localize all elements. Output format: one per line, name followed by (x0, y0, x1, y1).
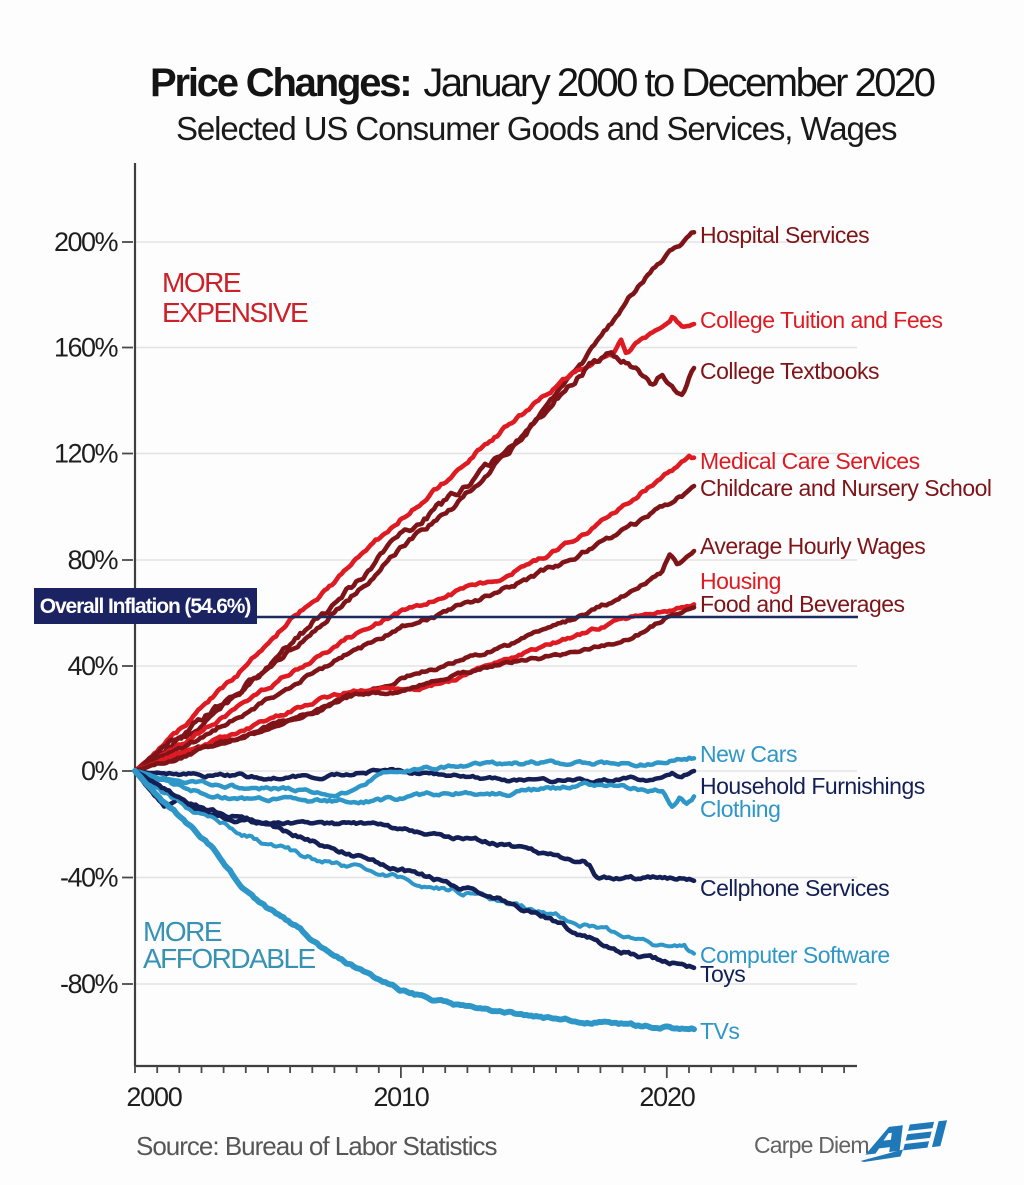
svg-text:-80%: -80% (60, 969, 119, 999)
svg-text:MORE: MORE (162, 267, 241, 298)
svg-text:Childcare and Nursery School: Childcare and Nursery School (700, 475, 992, 501)
svg-text:Source: Bureau of Labor Statis: Source: Bureau of Labor Statistics (136, 1131, 498, 1161)
svg-text:200%: 200% (54, 227, 119, 257)
svg-text:120%: 120% (54, 439, 119, 469)
svg-text:EXPENSIVE: EXPENSIVE (162, 297, 308, 328)
svg-text:Price Changes:January 2000 to: Price Changes: January 2000 to December 2… (150, 61, 935, 105)
svg-text:Medical Care Services: Medical Care Services (700, 448, 920, 474)
svg-text:Food and Beverages: Food and Beverages (700, 591, 905, 617)
svg-text:40%: 40% (67, 651, 118, 681)
svg-text:Cellphone Services: Cellphone Services (700, 875, 889, 901)
svg-text:MORE: MORE (143, 916, 222, 947)
svg-text:College Tuition and Fees: College Tuition and Fees (700, 307, 942, 333)
svg-text:Toys: Toys (700, 961, 745, 987)
svg-text:Overall Inflation (54.6%): Overall Inflation (54.6%) (40, 595, 251, 618)
svg-text:Carpe Diem: Carpe Diem (754, 1132, 869, 1158)
svg-text:0%: 0% (81, 756, 119, 786)
svg-text:New Cars: New Cars (700, 741, 797, 767)
svg-text:Computer Software: Computer Software (700, 942, 890, 968)
svg-text:Clothing: Clothing (700, 796, 780, 822)
svg-text:AFFORDABLE: AFFORDABLE (143, 943, 316, 974)
svg-text:Housing: Housing (700, 568, 781, 594)
svg-text:Selected US Consumer Goods and: Selected US Consumer Goods and Services,… (176, 110, 897, 147)
svg-text:80%: 80% (67, 545, 118, 575)
svg-text:2020: 2020 (639, 1082, 694, 1112)
svg-text:160%: 160% (54, 333, 119, 363)
svg-text:Household Furnishings: Household Furnishings (700, 773, 925, 799)
svg-text:Average Hourly Wages: Average Hourly Wages (700, 533, 925, 559)
svg-text:-40%: -40% (60, 863, 119, 893)
svg-text:2000: 2000 (126, 1082, 181, 1112)
svg-text:College Textbooks: College Textbooks (700, 358, 879, 384)
svg-text:2010: 2010 (373, 1082, 428, 1112)
svg-text:TVs: TVs (700, 1018, 739, 1044)
svg-text:Hospital Services: Hospital Services (700, 222, 869, 248)
